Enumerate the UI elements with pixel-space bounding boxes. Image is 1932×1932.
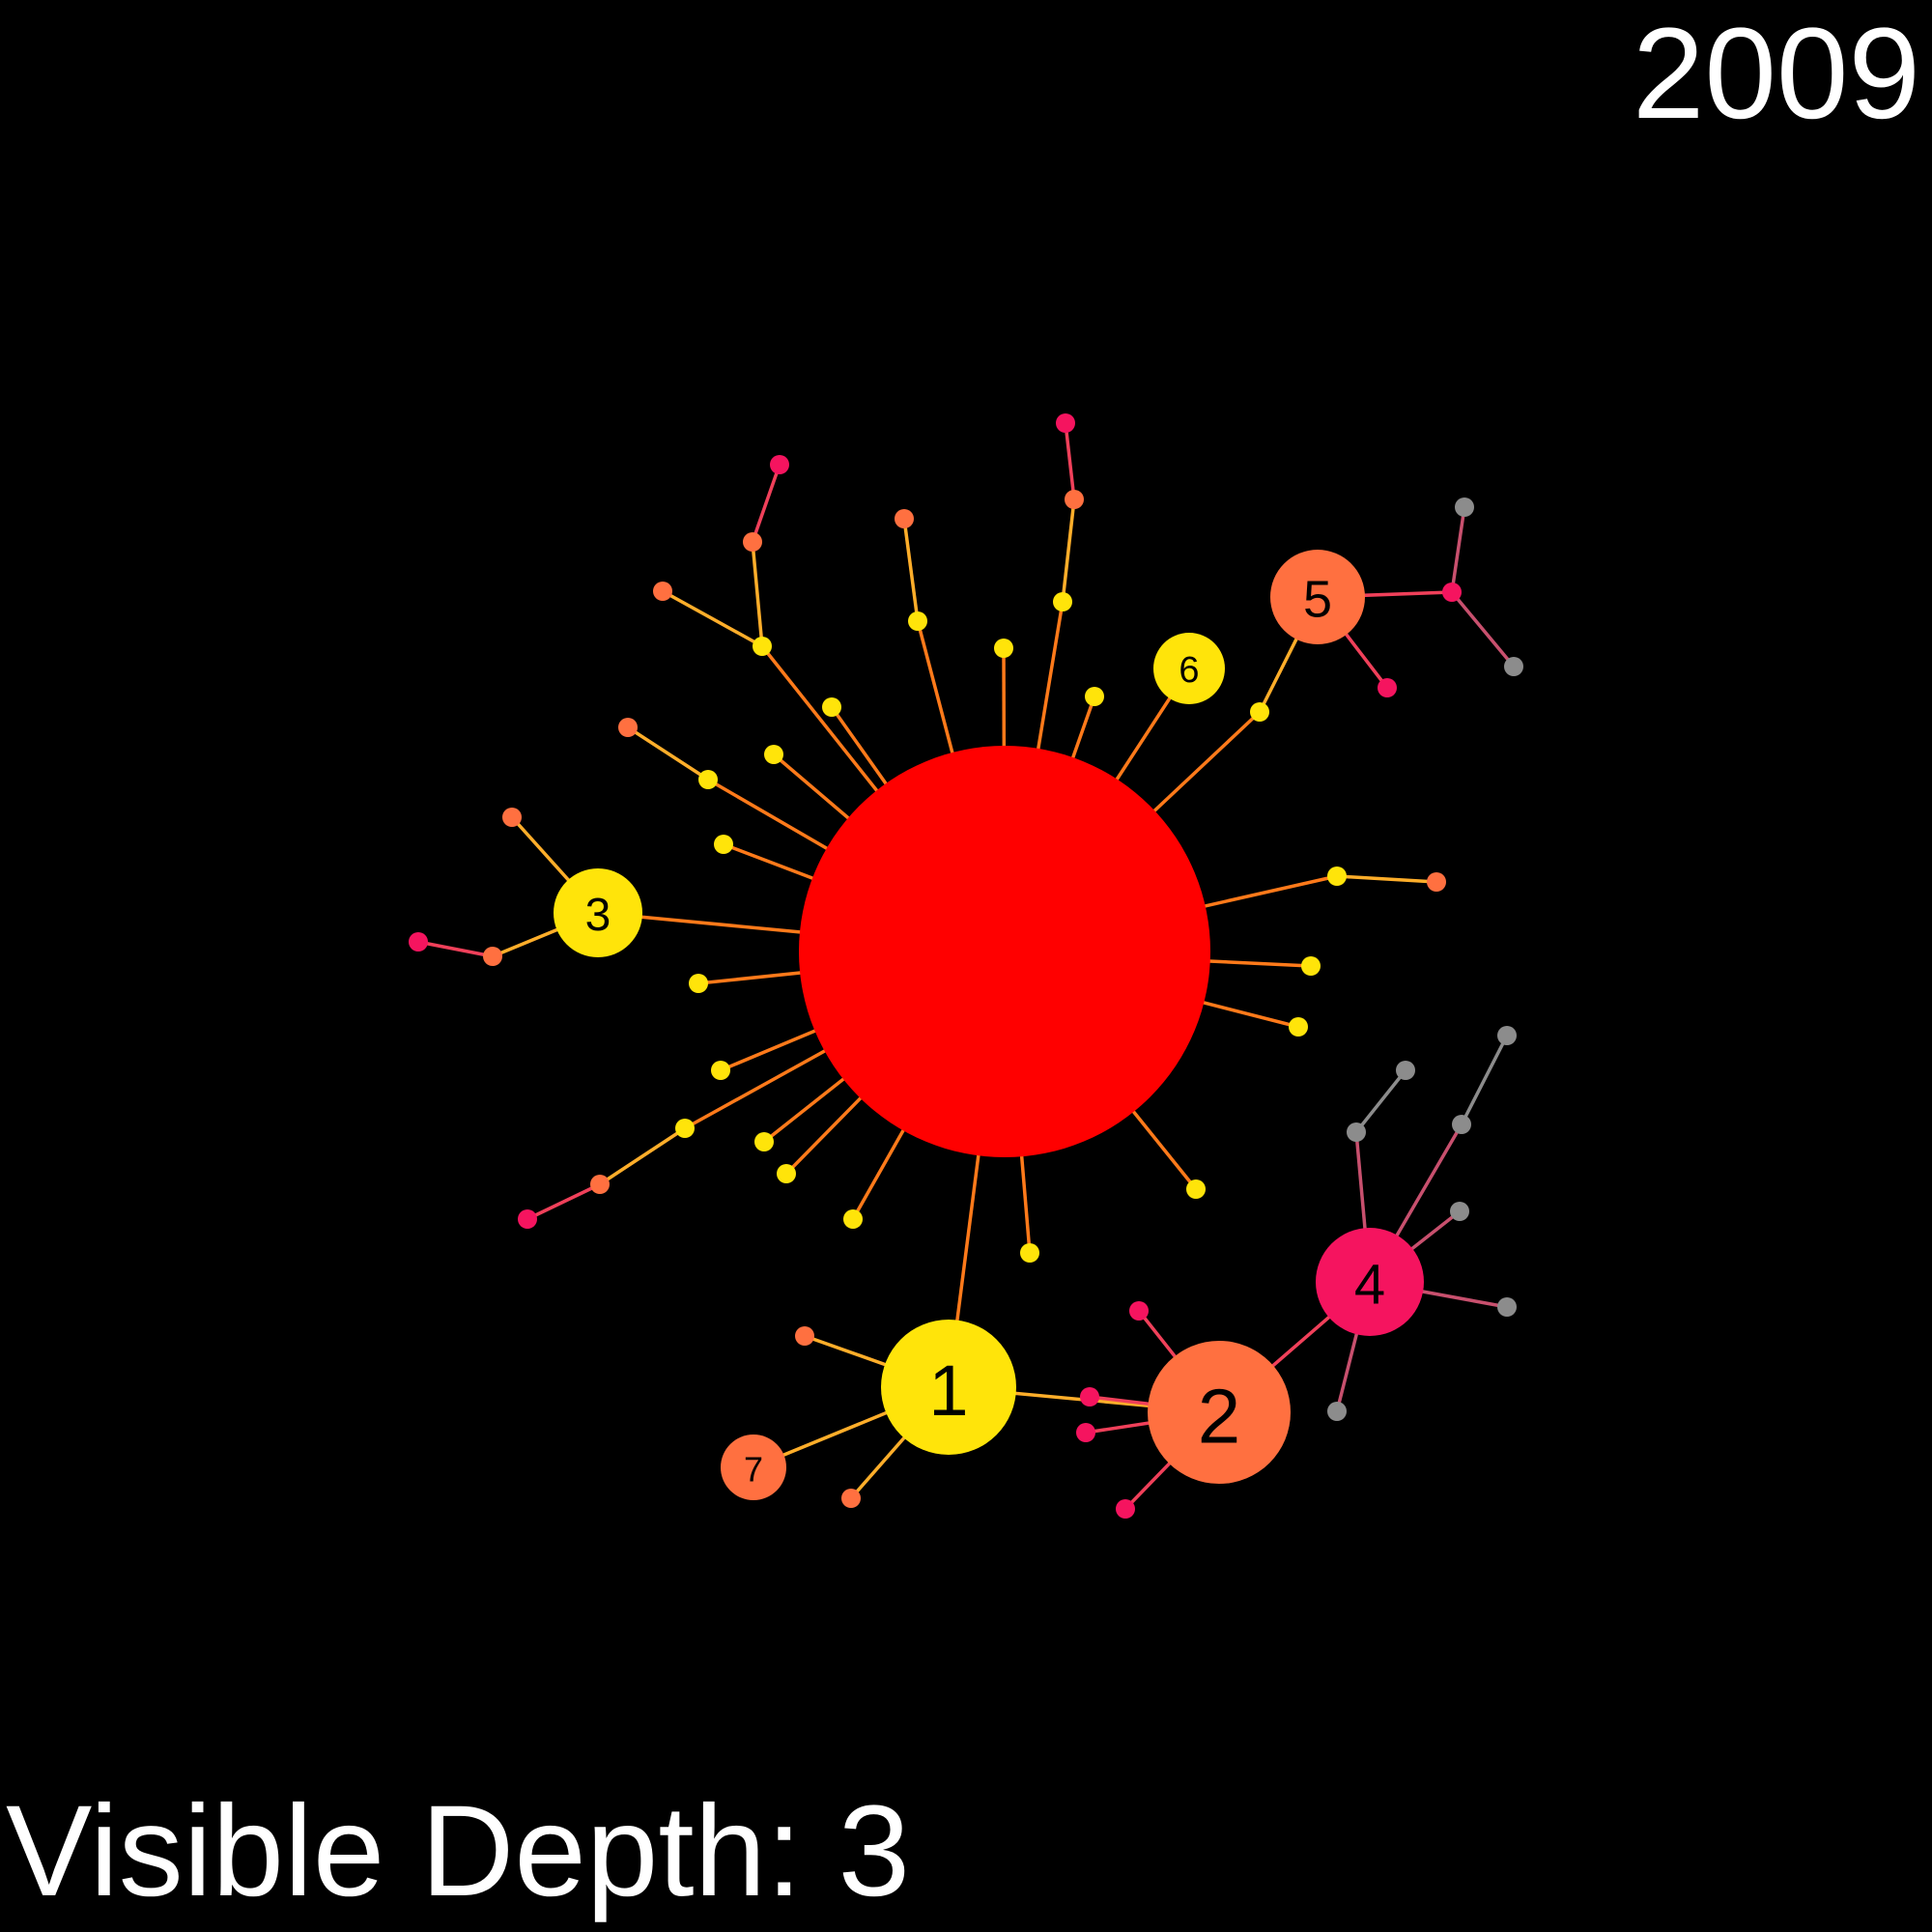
leaf-node bbox=[1452, 1115, 1471, 1134]
leaf-node bbox=[843, 1209, 863, 1229]
node-3 bbox=[554, 868, 642, 957]
node-5 bbox=[1270, 550, 1365, 644]
node-7 bbox=[721, 1435, 786, 1500]
leaf-node bbox=[1186, 1179, 1206, 1199]
graph-edge bbox=[751, 541, 764, 647]
node-label-3: 3 bbox=[585, 890, 611, 941]
node-label-5: 5 bbox=[1303, 571, 1332, 629]
leaf-node bbox=[1497, 1297, 1517, 1317]
leaf-node bbox=[618, 718, 638, 737]
graph-nodes bbox=[409, 413, 1523, 1519]
graph-edge bbox=[1460, 1035, 1509, 1125]
leaf-node bbox=[1085, 687, 1104, 706]
graph-edge bbox=[1061, 498, 1076, 603]
graph-edge bbox=[599, 1126, 686, 1186]
leaf-node bbox=[653, 582, 672, 601]
leaf-node bbox=[714, 835, 733, 854]
leaf-node bbox=[1347, 1122, 1366, 1142]
leaf-node bbox=[1427, 872, 1446, 892]
leaf-node bbox=[1504, 657, 1523, 676]
leaf-node bbox=[895, 509, 914, 528]
graph-edge bbox=[627, 725, 709, 781]
leaf-node bbox=[822, 697, 841, 717]
leaf-node bbox=[483, 947, 502, 966]
leaf-node bbox=[1065, 490, 1084, 509]
leaf-node bbox=[1378, 678, 1397, 697]
leaf-node bbox=[1116, 1499, 1135, 1519]
graph-edge bbox=[751, 464, 781, 543]
leaf-node bbox=[795, 1326, 814, 1346]
root-node bbox=[799, 746, 1210, 1157]
node-label-6: 6 bbox=[1179, 650, 1199, 691]
leaf-node bbox=[1327, 1402, 1347, 1421]
graph-edge bbox=[1064, 422, 1076, 500]
year-label: 2009 bbox=[1632, 2, 1920, 146]
leaf-node bbox=[777, 1164, 796, 1183]
leaf-node bbox=[1442, 582, 1462, 602]
leaf-node bbox=[689, 974, 708, 993]
visible-depth-label: Visible Depth: 3 bbox=[6, 1779, 911, 1923]
leaf-node bbox=[1250, 702, 1269, 722]
leaf-node bbox=[502, 808, 522, 827]
node-6 bbox=[1153, 633, 1225, 704]
leaf-node bbox=[1396, 1061, 1415, 1080]
graph-edge bbox=[1450, 506, 1466, 593]
node-4 bbox=[1316, 1228, 1424, 1336]
leaf-node bbox=[1289, 1017, 1308, 1037]
graph-edge bbox=[1450, 590, 1516, 668]
graph-labels: 1 2 3 4 5 6 7 bbox=[585, 571, 1385, 1490]
graph-edge bbox=[662, 589, 763, 648]
leaf-node bbox=[1450, 1202, 1469, 1221]
leaf-node bbox=[1455, 497, 1474, 517]
leaf-node bbox=[711, 1061, 730, 1080]
node-2 bbox=[1148, 1341, 1291, 1484]
leaf-node bbox=[590, 1175, 610, 1194]
graph-edge bbox=[417, 940, 494, 958]
node-label-2: 2 bbox=[1198, 1374, 1241, 1460]
leaf-node bbox=[409, 932, 428, 952]
leaf-node bbox=[518, 1209, 537, 1229]
node-label-7: 7 bbox=[744, 1449, 763, 1489]
node-label-1: 1 bbox=[928, 1350, 968, 1431]
graph-edge bbox=[902, 518, 920, 622]
graph-edge bbox=[1354, 1068, 1407, 1134]
leaf-node bbox=[770, 455, 789, 474]
leaf-node bbox=[1053, 592, 1072, 611]
node-1 bbox=[881, 1320, 1016, 1455]
leaf-node bbox=[908, 611, 927, 631]
leaf-node bbox=[1129, 1301, 1149, 1321]
leaf-node bbox=[764, 745, 783, 764]
leaf-node bbox=[1301, 956, 1321, 976]
leaf-node bbox=[753, 637, 772, 656]
leaf-node bbox=[841, 1489, 861, 1508]
leaf-node bbox=[754, 1132, 774, 1151]
leaf-node bbox=[743, 532, 762, 552]
leaf-node bbox=[1497, 1026, 1517, 1045]
node-label-4: 4 bbox=[1354, 1253, 1385, 1316]
leaf-node bbox=[1327, 867, 1347, 886]
graph-edge bbox=[526, 1182, 601, 1221]
leaf-node bbox=[1076, 1423, 1095, 1442]
leaf-node bbox=[1020, 1243, 1039, 1263]
graph-edge bbox=[1336, 874, 1437, 884]
leaf-node bbox=[1056, 413, 1075, 433]
leaf-node bbox=[994, 639, 1013, 658]
leaf-node bbox=[675, 1119, 695, 1138]
leaf-node bbox=[1080, 1387, 1099, 1406]
leaf-node bbox=[698, 770, 718, 789]
